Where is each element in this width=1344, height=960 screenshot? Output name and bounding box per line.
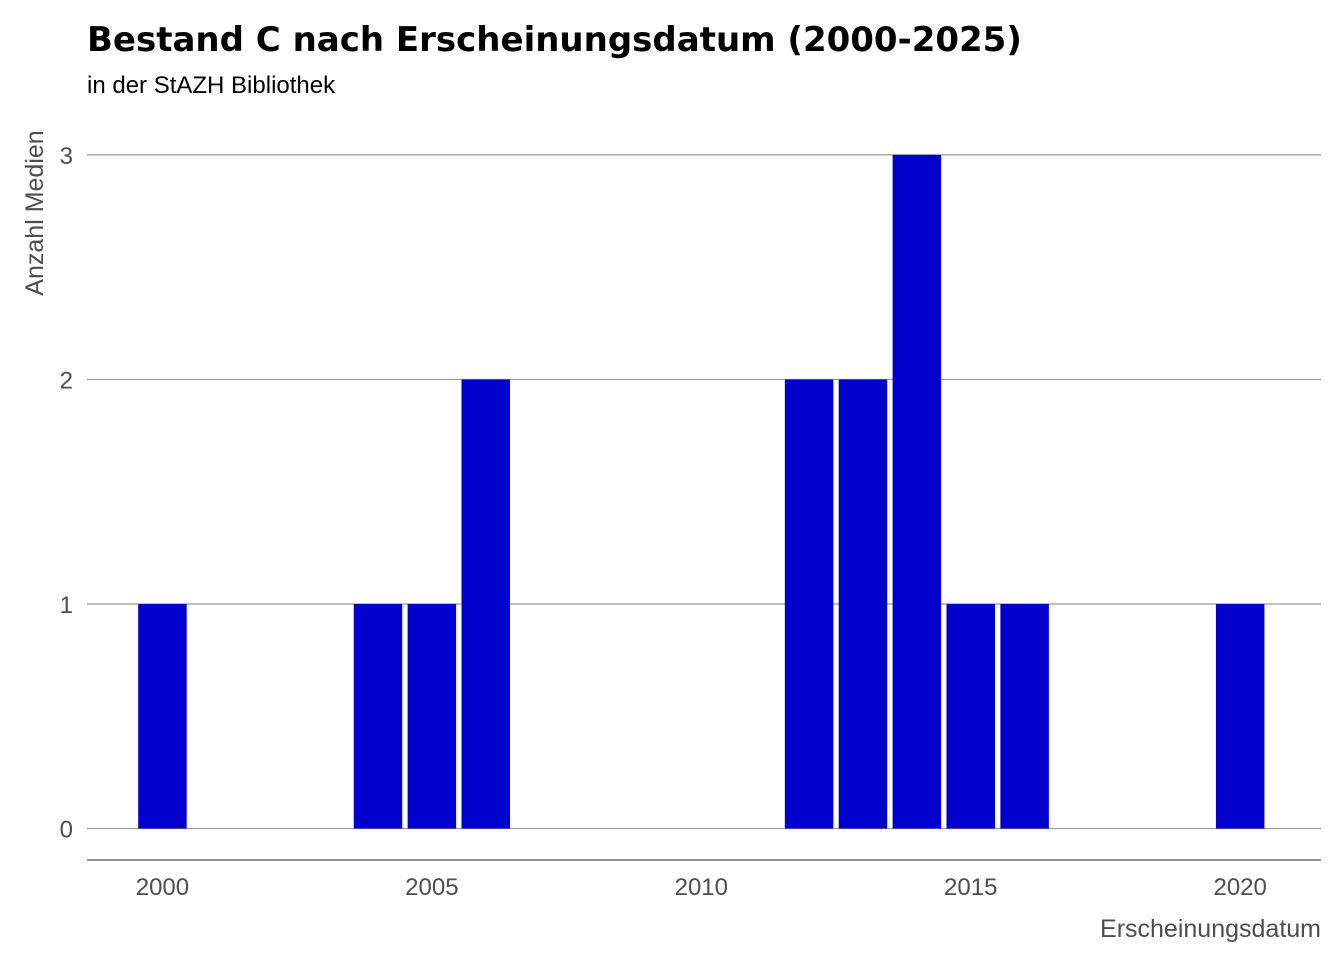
bar-2005 <box>407 604 457 829</box>
y-tick-label: 1 <box>60 592 73 619</box>
bar-2016 <box>1000 604 1049 829</box>
bar-2004 <box>353 604 403 829</box>
bar-2015 <box>946 604 995 829</box>
x-tick-label: 2010 <box>675 874 728 901</box>
chart-subtitle: in der StAZH Bibliothek <box>87 72 336 99</box>
bar-2006 <box>461 379 511 829</box>
x-axis-title: Erscheinungsdatum <box>1100 915 1321 943</box>
y-axis-title: Anzahl Medien <box>21 130 49 295</box>
x-tick-label: 2000 <box>136 874 189 901</box>
bar-2012 <box>784 379 834 829</box>
bar-2014 <box>892 154 942 829</box>
y-tick-label: 0 <box>60 817 73 844</box>
bars <box>138 154 1265 829</box>
x-tick-label: 2020 <box>1213 874 1266 901</box>
x-tick-labels: 2000 2005 2010 2015 2020 <box>136 874 1267 901</box>
x-tick-label: 2005 <box>405 874 458 901</box>
bar-2000 <box>138 604 187 829</box>
bar-2013 <box>838 379 888 829</box>
y-tick-label: 3 <box>60 143 73 170</box>
y-tick-labels: 0 1 2 3 <box>60 143 73 844</box>
x-tick-label: 2015 <box>944 874 997 901</box>
gridlines <box>87 154 1321 830</box>
bar-2020 <box>1215 604 1265 829</box>
chart-title: Bestand C nach Erscheinungsdatum (2000-2… <box>87 20 1022 60</box>
y-tick-label: 2 <box>60 367 73 394</box>
